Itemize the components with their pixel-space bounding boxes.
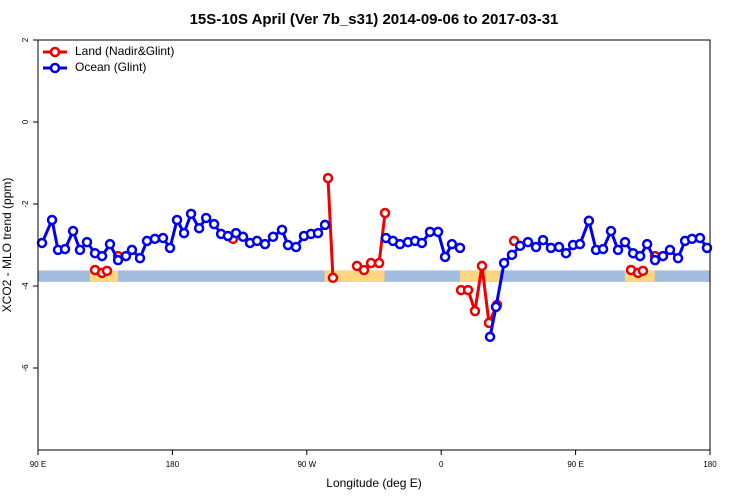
data-point	[259, 238, 271, 250]
data-point	[612, 244, 624, 256]
y-tick-label: 2	[21, 37, 30, 42]
data-point	[462, 284, 474, 296]
data-point	[637, 265, 649, 277]
data-point	[672, 252, 684, 264]
x-tick-label: 180	[703, 460, 717, 469]
data-point	[222, 230, 234, 242]
data-point	[649, 254, 661, 266]
data-point	[545, 242, 557, 254]
data-point	[553, 241, 565, 253]
data-point	[120, 250, 132, 262]
data-point	[446, 238, 458, 250]
data-point	[267, 231, 279, 243]
data-point	[394, 238, 406, 250]
data-point	[424, 226, 436, 238]
x-tick-label: 180	[166, 460, 180, 469]
data-point	[126, 244, 138, 256]
data-point	[484, 331, 496, 343]
data-point	[641, 238, 653, 250]
data-point	[104, 238, 116, 250]
data-point	[96, 250, 108, 262]
data-point	[358, 264, 370, 276]
data-point	[432, 226, 444, 238]
data-point	[59, 243, 71, 255]
chart-title: 15S-10S April (Ver 7b_s31) 2014-09-06 to…	[190, 11, 559, 28]
data-point	[36, 237, 48, 249]
data-point	[634, 250, 646, 262]
data-point	[583, 215, 595, 227]
data-point	[373, 257, 385, 269]
x-tick-label: 90 E	[30, 460, 46, 469]
data-point	[506, 249, 518, 261]
plot-frame	[37, 39, 711, 451]
data-point	[290, 241, 302, 253]
data-point	[476, 260, 488, 272]
data-point	[193, 222, 205, 234]
mask-band	[38, 270, 710, 282]
data-point	[619, 236, 631, 248]
y-tick-label: -6	[21, 364, 30, 372]
data-point	[530, 241, 542, 253]
y-tick-label: -4	[21, 282, 30, 290]
data-point	[319, 219, 331, 231]
data-point	[694, 232, 706, 244]
data-point	[81, 236, 93, 248]
data-point	[657, 250, 669, 262]
data-point	[605, 225, 617, 237]
data-point	[514, 240, 526, 252]
data-point	[416, 237, 428, 249]
y-tick-label: 0	[21, 119, 30, 124]
x-axis-label: Longitude (deg E)	[326, 476, 421, 490]
data-point	[282, 239, 294, 251]
data-point	[365, 257, 377, 269]
data-point	[469, 305, 481, 317]
data-point	[112, 254, 124, 266]
data-point	[439, 251, 451, 263]
data-point	[149, 233, 161, 245]
data-point	[701, 242, 713, 254]
x-tick-label: 90 W	[297, 460, 316, 469]
data-point	[157, 232, 169, 244]
data-point	[178, 227, 190, 239]
series-line	[326, 178, 335, 278]
data-point	[522, 236, 534, 248]
legend-marker	[49, 46, 61, 58]
data-point	[171, 214, 183, 226]
data-point	[597, 243, 609, 255]
data-point	[101, 265, 113, 277]
data-point	[327, 272, 339, 284]
data-point	[664, 244, 676, 256]
data-point	[498, 257, 510, 269]
x-tick-label: 90 E	[567, 460, 583, 469]
data-point	[322, 172, 334, 184]
data-point	[237, 231, 249, 243]
legend-marker	[49, 62, 61, 74]
x-tick-label: 0	[439, 460, 444, 469]
data-point	[379, 207, 391, 219]
data-point	[312, 227, 324, 239]
data-point	[74, 244, 86, 256]
data-point	[454, 242, 466, 254]
data-point	[560, 247, 572, 259]
data-point	[185, 208, 197, 220]
data-point	[164, 242, 176, 254]
data-point	[208, 218, 220, 230]
data-point	[490, 301, 502, 313]
data-point	[46, 214, 58, 226]
y-axis-label: XCO2 - MLO trend (ppm)	[0, 178, 14, 313]
data-point	[276, 224, 288, 236]
data-point	[134, 252, 146, 264]
y-tick-label: -2	[21, 200, 30, 208]
legend-label: Ocean (Glint)	[75, 60, 146, 74]
data-point	[67, 225, 79, 237]
data-point	[574, 238, 586, 250]
data-point	[200, 212, 212, 224]
data-point	[537, 234, 549, 246]
legend-label: Land (Nadir&Glint)	[75, 44, 174, 58]
plot	[36, 172, 713, 343]
land-band	[324, 270, 385, 282]
legend: Land (Nadir&Glint) Ocean (Glint)	[43, 44, 174, 74]
